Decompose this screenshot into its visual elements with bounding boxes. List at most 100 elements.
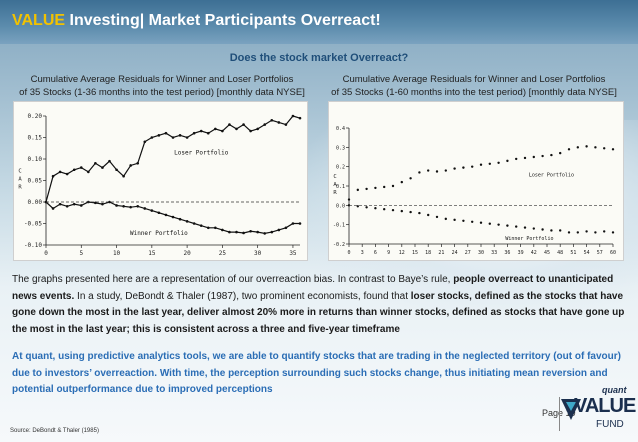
- winner-portfolio-point: [206, 226, 210, 230]
- left-chart-panel: 0.20 0.15 0.10 0.05 0.00 -0.05 -0.10 0 5 10 15 20 25…: [13, 101, 308, 261]
- right-caption-line2: of 35 Stocks (1-60 months into the test …: [331, 87, 617, 98]
- x-tick-label: 9: [387, 250, 390, 256]
- loser-portfolio-point: [72, 168, 76, 172]
- x-tick-label: 27: [465, 250, 471, 256]
- winner-portfolio-point: [72, 202, 76, 206]
- x-tick-label: 21: [438, 250, 444, 256]
- loser-portfolio-point: [409, 177, 412, 180]
- y-tick-label: -0.1: [333, 223, 345, 229]
- loser-portfolio-point: [171, 136, 175, 139]
- winner-portfolio-point: [594, 231, 597, 234]
- x-tick-label: 15: [148, 250, 156, 257]
- winner-portfolio-point: [58, 202, 62, 206]
- winner-portfolio-point: [506, 224, 509, 227]
- loser-portfolio-point: [94, 162, 97, 165]
- winner-portfolio-point: [101, 202, 104, 206]
- loser-portfolio-point: [51, 174, 55, 178]
- loser-portfolio-point: [214, 127, 217, 131]
- x-tick-label: 3: [361, 250, 364, 256]
- winner-portfolio-point: [79, 204, 83, 207]
- loser-portfolio-point: [585, 145, 588, 148]
- loser-portfolio-point: [249, 129, 252, 133]
- quant-value-fund-logo: quant VALUE FUND: [560, 385, 636, 441]
- loser-portfolio-point: [235, 127, 238, 131]
- winner-portfolio-point: [221, 228, 224, 232]
- loser-portfolio-point: [541, 154, 544, 158]
- winner-portfolio-point: [567, 231, 571, 234]
- x-tick-label: 42: [531, 250, 537, 256]
- winner-portfolio-point: [462, 219, 465, 222]
- x-tick-label: 0: [347, 250, 350, 256]
- loser-portfolio-point: [291, 114, 295, 118]
- winner-portfolio-point: [374, 207, 377, 210]
- winner-portfolio-point: [178, 217, 182, 221]
- loser-portfolio-point: [356, 188, 359, 192]
- loser-portfolio-point: [206, 131, 210, 135]
- x-tick-label: 10: [113, 250, 121, 257]
- page-number: Page 10: [542, 408, 576, 418]
- winner-portfolio-point: [143, 207, 147, 210]
- y-tick-label: 0.00: [28, 199, 43, 206]
- loser-portfolio-point: [576, 146, 579, 149]
- winner-portfolio-point: [284, 226, 288, 230]
- y-tick-label: 0.4: [336, 126, 345, 132]
- x-tick-label: 6: [374, 250, 377, 256]
- x-tick-label: 0: [44, 250, 48, 257]
- x-tick-label: 36: [504, 250, 510, 256]
- loser-portfolio-point: [157, 134, 161, 137]
- y-axis-label-letter: R: [18, 185, 22, 191]
- title-text: Investing| Market Participants Overreact…: [65, 12, 381, 29]
- x-tick-label: 12: [399, 250, 405, 256]
- logo-quant-text: quant: [602, 385, 627, 395]
- right-chart-panel: 0.4 0.3 0.2 0.1 0.0 -0.1 -0.2 0 3 6 9 12 15 18 21 24 27 3…: [328, 101, 624, 261]
- loser-portfolio-point: [497, 161, 500, 164]
- loser-portfolio-point: [427, 169, 430, 172]
- winner-portfolio-point: [157, 211, 161, 215]
- body-paragraph-1: The graphs presented here are a represen…: [12, 272, 628, 338]
- y-tick-label: 0.05: [28, 178, 43, 185]
- winner-portfolio-point: [298, 222, 302, 225]
- winner-portfolio-point: [435, 215, 439, 219]
- loser-portfolio-point: [488, 162, 491, 165]
- loser-portfolio-point: [256, 127, 259, 131]
- y-axis-label-letter: C: [333, 174, 336, 180]
- logo-value-text: VALUE: [574, 395, 636, 417]
- y-tick-label: -0.05: [24, 221, 42, 228]
- loser-portfolio-point: [178, 134, 182, 137]
- loser-portfolio-point: [136, 162, 140, 165]
- loser-portfolio-point: [164, 131, 168, 135]
- winner-portfolio-point: [453, 218, 456, 222]
- y-tick-label: 0.15: [28, 135, 43, 142]
- winner-portfolio-point: [550, 229, 553, 232]
- loser-portfolio-point: [270, 119, 274, 122]
- loser-portfolio-point: [479, 163, 483, 166]
- left-caption-line2: of 35 Stocks (1-36 months into the test …: [19, 87, 305, 98]
- loser-portfolio-point: [108, 159, 111, 163]
- loser-portfolio-point: [391, 184, 395, 188]
- page-title: VALUE Investing| Market Participants Ove…: [12, 12, 381, 30]
- loser-portfolio-point: [471, 165, 474, 168]
- winner-portfolio-point: [270, 230, 274, 234]
- y-axis-label-letter: A: [333, 182, 337, 188]
- winner-portfolio-point: [263, 232, 267, 235]
- loser-portfolio-point: [58, 170, 62, 174]
- winner-portfolio-point: [129, 205, 132, 209]
- title-bar: VALUE Investing| Market Participants Ove…: [0, 0, 638, 44]
- winner-portfolio-point: [115, 204, 118, 207]
- winner-portfolio-point: [164, 213, 168, 217]
- y-tick-label: -0.2: [333, 242, 345, 248]
- loser-portfolio-point: [87, 170, 90, 174]
- body-paragraph-2: At quant, using predictive analytics too…: [12, 351, 621, 395]
- winner-portfolio-point: [611, 231, 615, 234]
- y-axis-label-letter: R: [333, 190, 337, 196]
- p1-text-a: The graphs presented here are a represen…: [12, 274, 454, 285]
- p1-text-c: In a study, DeBondt & Thaler (1987), two…: [74, 290, 411, 302]
- loser-portfolio-point: [550, 153, 553, 157]
- loser-portfolio-point: [263, 123, 267, 126]
- winner-portfolio-point: [409, 210, 412, 214]
- series-annotation: Winner Portfolio: [130, 230, 188, 237]
- loser-portfolio-point: [453, 167, 456, 170]
- loser-portfolio-point: [150, 136, 154, 139]
- winner-portfolio-point: [427, 213, 430, 217]
- right-caption-line1: Cumulative Average Residuals for Winner …: [342, 74, 606, 85]
